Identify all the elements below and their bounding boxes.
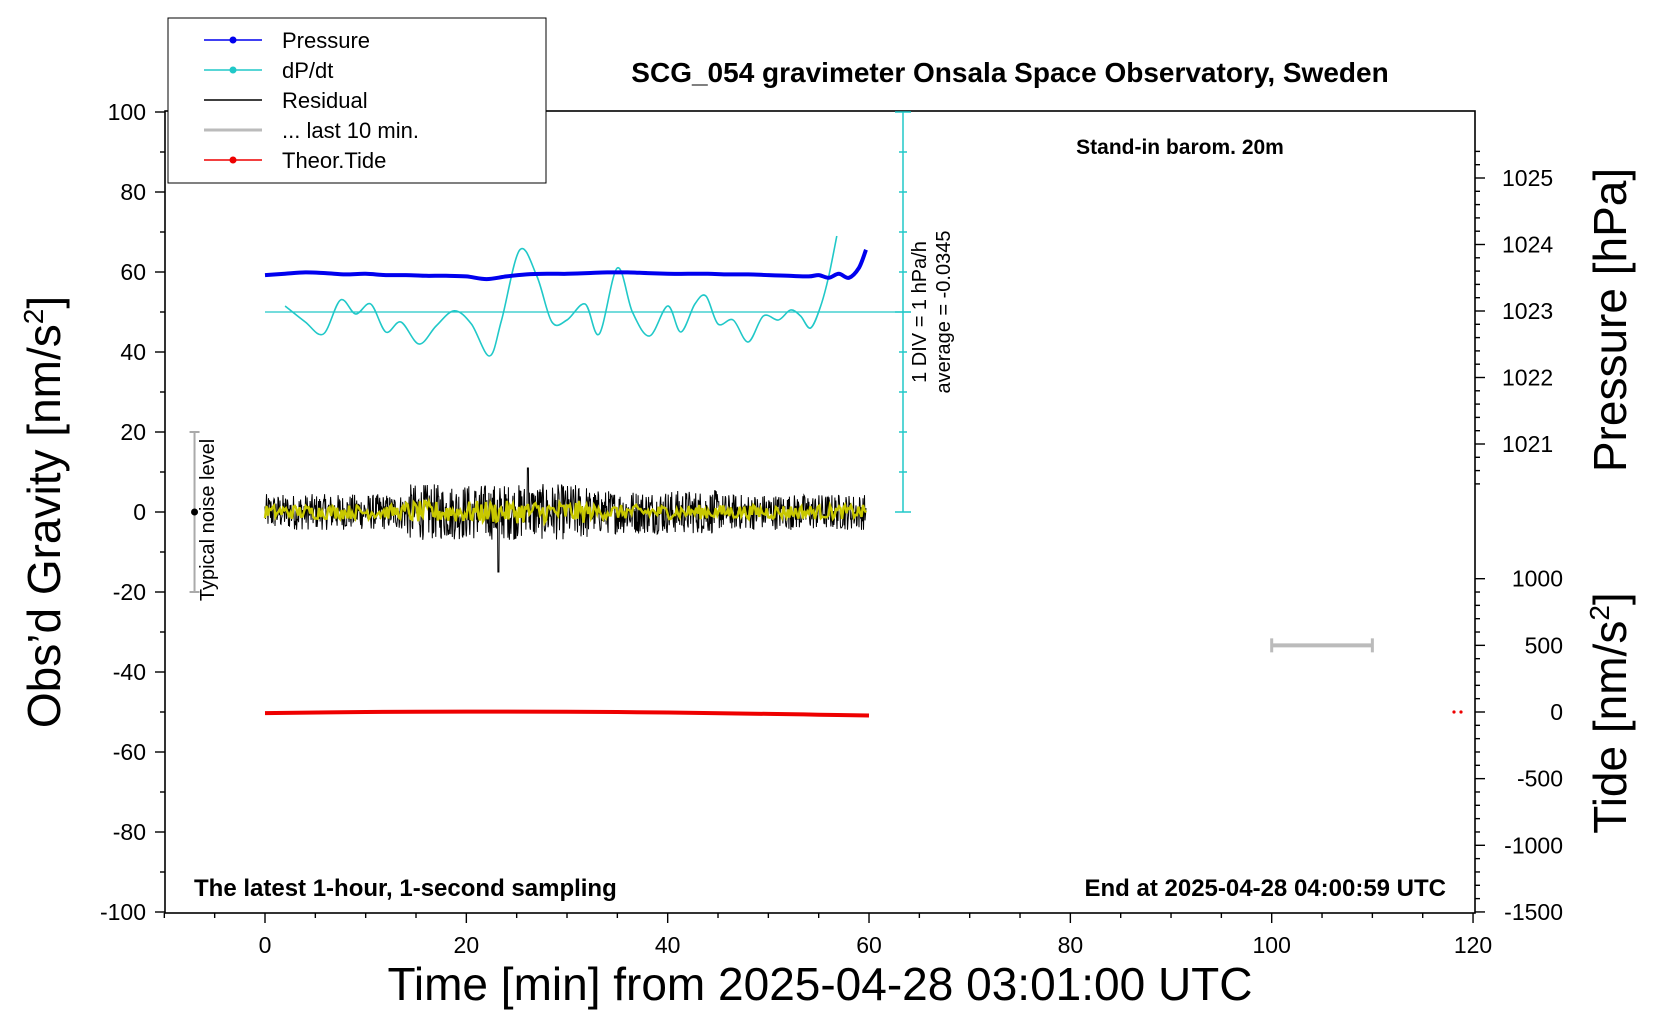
chart-subtitle: Stand-in barom. 20m xyxy=(1076,136,1284,159)
y-left-tick-label: -20 xyxy=(113,579,146,605)
tide-tick-label: -1500 xyxy=(1504,899,1563,925)
legend-label: Residual xyxy=(282,88,368,113)
footer-left: The latest 1-hour, 1-second sampling xyxy=(194,875,617,902)
residual-line xyxy=(264,467,867,573)
x-axis: 0 20 40 60 80 100 120 xyxy=(163,913,1492,958)
legend-marker xyxy=(229,36,237,44)
chart-title: SCG_054 gravimeter Onsala Space Observat… xyxy=(631,57,1388,88)
tide-tick-label: -500 xyxy=(1517,766,1563,792)
y-left-tick-label: -60 xyxy=(113,739,146,765)
pressure-series xyxy=(264,249,868,282)
x-tick-label: 80 xyxy=(1058,932,1084,958)
pressure-tick-label: 1021 xyxy=(1502,431,1553,457)
y-left-tick-label: 100 xyxy=(108,99,146,125)
legend-label: ... last 10 min. xyxy=(282,118,419,143)
tide-end-marker xyxy=(1452,710,1463,714)
pressure-tick-label: 1025 xyxy=(1502,165,1553,191)
y-left-tick-label: 60 xyxy=(120,259,146,285)
residual-smoothed-line xyxy=(263,497,868,527)
last-10min-bar xyxy=(1270,638,1374,653)
dpdt-average-label: average = -0.0345 xyxy=(933,231,955,394)
legend: Pressure dP/dt Residual ... last 10 min. The… xyxy=(167,17,547,184)
tide-series xyxy=(264,709,870,718)
y-left-tick-label: 0 xyxy=(133,499,146,525)
x-tick-label: 100 xyxy=(1253,932,1291,958)
legend-label: dP/dt xyxy=(282,58,333,83)
noise-bar-center-dot xyxy=(191,508,199,516)
dpdt-line xyxy=(284,235,838,357)
x-tick-label: 120 xyxy=(1454,932,1492,958)
pressure-tick-label: 1023 xyxy=(1502,298,1553,324)
pressure-line xyxy=(264,249,868,282)
tide-tick-label: -1000 xyxy=(1504,832,1563,858)
tide-line xyxy=(264,709,870,718)
x-axis-title: Time [min] from 2025-04-28 03:01:00 UTC xyxy=(388,958,1253,1010)
dpdt-series xyxy=(284,235,838,357)
legend-label: Theor.Tide xyxy=(282,148,386,173)
y-left-tick-label: 80 xyxy=(120,179,146,205)
noise-level-bar xyxy=(189,431,200,593)
tide-tick-label: 0 xyxy=(1550,699,1563,725)
pressure-tick-label: 1022 xyxy=(1502,365,1553,391)
x-tick-label: 40 xyxy=(655,932,681,958)
tide-tick-label: 1000 xyxy=(1512,566,1563,592)
y-axis-pressure: 1025 1024 1023 1022 1021 xyxy=(1475,150,1553,485)
x-tick-label: 20 xyxy=(454,932,480,958)
legend-marker xyxy=(229,156,237,164)
x-tick-label: 0 xyxy=(259,932,272,958)
y-left-tick-label: -80 xyxy=(113,819,146,845)
y-axis-tide: 1000 500 0 -500 -1000 -1500 xyxy=(1475,566,1563,925)
y-left-tick-label: 40 xyxy=(120,339,146,365)
pressure-tick-label: 1024 xyxy=(1502,232,1553,258)
dpdt-scale-axis xyxy=(265,111,911,513)
tide-tick-label: 500 xyxy=(1525,632,1563,658)
y-axis-left: 100 80 60 40 20 0 -20 -40 -60 -80 -100 xyxy=(100,99,165,925)
y-axis-pressure-title: Pressure [hPa] xyxy=(1584,168,1636,472)
x-tick-label: 60 xyxy=(856,932,882,958)
legend-label: Pressure xyxy=(282,28,370,53)
legend-marker xyxy=(229,66,237,74)
noise-level-label: Typical noise level xyxy=(197,439,219,601)
y-axis-left-title: Obs’d Gravity [nm/s2] xyxy=(18,296,70,728)
y-left-tick-label: 20 xyxy=(120,419,146,445)
dpdt-scale-label: 1 DIV = 1 hPa/h xyxy=(909,241,931,383)
y-axis-tide-title: Tide [nm/s2] xyxy=(1584,592,1636,833)
residual-series xyxy=(263,467,868,573)
footer-right: End at 2025-04-28 04:00:59 UTC xyxy=(1085,875,1447,902)
y-left-tick-label: -40 xyxy=(113,659,146,685)
y-left-tick-label: -100 xyxy=(100,899,146,925)
